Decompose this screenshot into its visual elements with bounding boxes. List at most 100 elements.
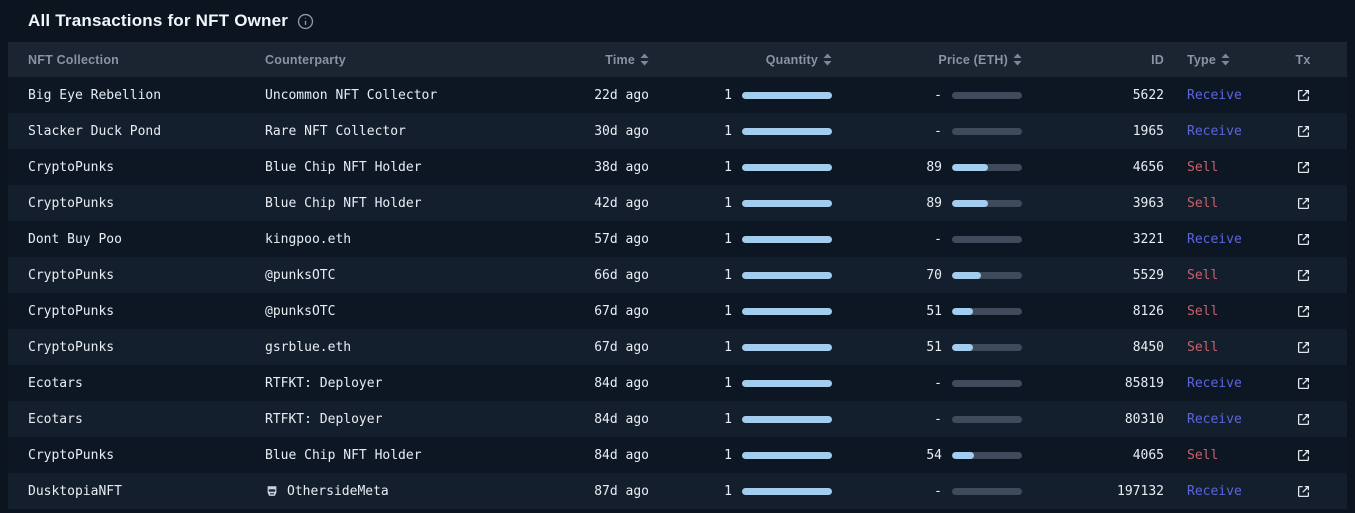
type-badge: Sell: [1187, 447, 1219, 463]
type-cell: Sell: [1164, 340, 1277, 355]
counterparty-cell: @punksOTC: [265, 304, 549, 319]
counterparty-cell: @punksOTC: [265, 268, 549, 283]
table-row: CryptoPunks @punksOTC 66d ago 1 70 5529 Sell: [8, 257, 1347, 293]
type-cell: Sell: [1164, 160, 1277, 175]
tx-cell: [1277, 268, 1329, 283]
tx-cell: [1277, 232, 1329, 247]
quantity-value: 1: [724, 483, 732, 499]
price-bar: [952, 307, 1022, 315]
tx-link[interactable]: [1296, 232, 1311, 247]
type-cell: Receive: [1164, 124, 1277, 139]
table-body: Big Eye Rebellion Uncommon NFT Collector 2…: [8, 77, 1347, 509]
tx-link[interactable]: [1296, 124, 1311, 139]
tx-link[interactable]: [1296, 340, 1311, 355]
time-cell: 84d ago: [549, 412, 649, 427]
time-cell: 66d ago: [549, 268, 649, 283]
external-link-icon: [1297, 125, 1309, 137]
helmet-icon: [265, 484, 279, 498]
nft-collection-name: CryptoPunks: [28, 267, 115, 283]
tx-cell: [1277, 412, 1329, 427]
time-value: 87d ago: [594, 483, 649, 499]
type-badge: Receive: [1187, 375, 1242, 391]
nft-collection-cell: CryptoPunks: [28, 268, 265, 283]
counterparty-cell: Uncommon NFT Collector: [265, 88, 549, 103]
type-badge: Receive: [1187, 483, 1242, 499]
nft-collection-name: CryptoPunks: [28, 303, 115, 319]
column-header-quantity[interactable]: Quantity: [649, 53, 832, 67]
time-value: 84d ago: [594, 411, 649, 427]
id-cell: 5622: [1022, 88, 1164, 103]
id-cell: 4656: [1022, 160, 1164, 175]
quantity-value: 1: [724, 231, 732, 247]
counterparty-name: Rare NFT Collector: [265, 123, 406, 139]
quantity-value: 1: [724, 159, 732, 175]
counterparty-name: Blue Chip NFT Holder: [265, 447, 422, 463]
quantity-cell: 1: [649, 412, 832, 427]
time-value: 84d ago: [594, 375, 649, 391]
quantity-cell: 1: [649, 304, 832, 319]
sort-arrows-icon: [823, 53, 832, 66]
price-bar-fill: [952, 163, 989, 171]
tx-link[interactable]: [1296, 88, 1311, 103]
id-value: 8450: [1132, 339, 1164, 355]
nft-collection-name: Big Eye Rebellion: [28, 87, 162, 103]
external-link-icon: [1297, 233, 1309, 245]
nft-collection-name: Slacker Duck Pond: [28, 123, 162, 139]
external-link-icon: [1297, 341, 1309, 353]
quantity-cell: 1: [649, 448, 832, 463]
nft-collection-name: CryptoPunks: [28, 447, 115, 463]
external-link-icon: [1297, 305, 1309, 317]
tx-link[interactable]: [1296, 304, 1311, 319]
id-cell: 1965: [1022, 124, 1164, 139]
price-value: 89: [926, 159, 942, 175]
column-header-label: Type: [1187, 52, 1217, 67]
column-header-label: NFT Collection: [28, 52, 119, 67]
nft-collection-cell: Ecotars: [28, 376, 265, 391]
type-badge: Sell: [1187, 267, 1219, 283]
counterparty-name: kingpoo.eth: [265, 231, 352, 247]
price-value: -: [934, 375, 942, 391]
price-value: 54: [926, 447, 942, 463]
tx-link[interactable]: [1296, 196, 1311, 211]
tx-link[interactable]: [1296, 448, 1311, 463]
type-cell: Sell: [1164, 304, 1277, 319]
time-cell: 22d ago: [549, 88, 649, 103]
column-header-type[interactable]: Type: [1164, 53, 1277, 67]
external-link-icon: [1297, 161, 1309, 173]
column-header-label: Time: [605, 52, 635, 67]
price-bar: [952, 343, 1022, 351]
price-cell: 89: [832, 160, 1022, 175]
tx-link[interactable]: [1296, 268, 1311, 283]
type-badge: Receive: [1187, 123, 1242, 139]
time-value: 67d ago: [594, 303, 649, 319]
time-value: 67d ago: [594, 339, 649, 355]
quantity-bar: [742, 235, 832, 243]
tx-link[interactable]: [1296, 160, 1311, 175]
external-link-icon: [1297, 485, 1309, 497]
counterparty-cell: gsrblue.eth: [265, 340, 549, 355]
quantity-value: 1: [724, 87, 732, 103]
column-header-label: ID: [1151, 52, 1164, 67]
quantity-cell: 1: [649, 340, 832, 355]
price-bar: [952, 451, 1022, 459]
counterparty-name: OthersideMeta: [287, 483, 389, 499]
table-row: DusktopiaNFT OthersideMeta 87d ago 1 - 197132…: [8, 473, 1347, 509]
column-header-collection: NFT Collection: [28, 53, 265, 67]
id-cell: 3221: [1022, 232, 1164, 247]
nft-collection-name: Dont Buy Poo: [28, 231, 122, 247]
table-row: Ecotars RTFKT: Deployer 84d ago 1 - 85819 Rece…: [8, 365, 1347, 401]
nft-collection-cell: CryptoPunks: [28, 304, 265, 319]
info-icon[interactable]: [297, 13, 314, 30]
quantity-value: 1: [724, 339, 732, 355]
column-header-time[interactable]: Time: [549, 53, 649, 67]
page-header: All Transactions for NFT Owner: [0, 0, 1355, 42]
counterparty-name: RTFKT: Deployer: [265, 411, 383, 427]
price-cell: -: [832, 124, 1022, 139]
id-value: 197132: [1117, 483, 1164, 499]
id-cell: 4065: [1022, 448, 1164, 463]
tx-link[interactable]: [1296, 484, 1311, 499]
tx-link[interactable]: [1296, 376, 1311, 391]
type-badge: Sell: [1187, 195, 1219, 211]
column-header-price[interactable]: Price (ETH): [832, 53, 1022, 67]
tx-link[interactable]: [1296, 412, 1311, 427]
